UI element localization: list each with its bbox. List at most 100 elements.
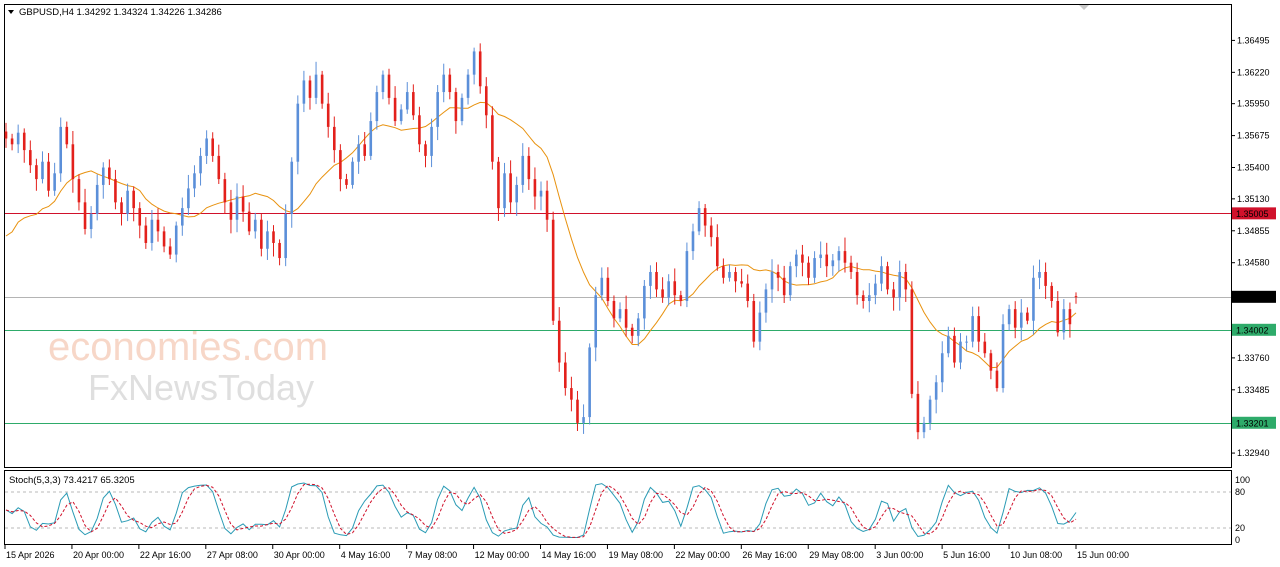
time-tick-label: 22 May 00:00 [675,550,730,560]
candle [673,268,677,305]
candle [296,95,300,175]
candle [983,333,987,358]
candle [849,255,853,279]
candlestick-series [4,43,1078,440]
candle [570,376,573,412]
time-tick-label: 15 Jun 00:00 [1077,550,1129,560]
candle [272,225,275,257]
candle [728,264,731,282]
candle [491,106,494,170]
candle [928,395,932,431]
candle [278,239,281,266]
candle [697,201,701,236]
triangle-down-icon[interactable] [8,10,14,14]
candle [393,86,397,126]
candle [600,267,604,301]
candle [582,404,585,434]
candle [144,217,148,249]
price-tick-label: 1.33760 [1237,353,1270,363]
watermark-fxnewstoday: FxNewsToday [88,367,314,408]
candle [685,242,689,308]
candle [636,313,640,347]
candle [1062,299,1066,340]
candle [460,93,464,126]
candle [4,122,8,148]
time-tick-label: 30 Apr 00:00 [274,550,325,560]
candle [472,47,476,85]
candle [953,327,956,368]
candle [831,254,835,276]
candle [557,307,561,372]
price-tick-label: 1.33485 [1237,385,1270,395]
candle [381,70,385,100]
candle [345,173,348,189]
candle [108,159,111,186]
candle [412,84,415,120]
price-tag-label: 1.34002 [1236,325,1269,335]
candle [302,70,306,113]
candle [126,183,129,222]
candle [174,221,178,263]
candle [478,43,482,94]
stoch-tick-label: 0 [1235,535,1240,545]
candle [497,156,500,222]
candle [454,87,458,134]
candle [162,226,166,253]
candle [399,104,403,125]
time-tick-label: 14 May 16:00 [542,550,597,560]
price-tag-label: 1.34286 [1236,292,1269,302]
time-tick-label: 22 Apr 16:00 [140,550,191,560]
candle [503,162,506,217]
candle [509,160,512,213]
candle [217,144,221,184]
candle [776,264,780,292]
candle [71,131,75,193]
candle [576,390,579,432]
candle [752,293,756,348]
candle [1056,291,1060,337]
candle [764,283,768,323]
candle [916,381,920,440]
candle [855,262,859,305]
candle [594,286,598,362]
time-tick-label: 15 Apr 2026 [6,550,55,560]
time-tick-label: 26 May 16:00 [742,550,797,560]
candle [630,323,634,344]
candle [624,295,628,337]
candle [934,375,938,414]
candle [205,130,208,164]
candle [138,202,142,239]
candle [545,180,549,232]
candle [995,362,999,392]
candle [1013,301,1017,339]
candle [819,241,822,269]
time-tick-label: 29 May 08:00 [809,550,864,560]
candle [1044,262,1047,299]
candle [1019,299,1023,341]
candle [892,281,895,311]
candle [114,169,117,210]
candle [1001,314,1005,393]
moving-average-line [5,101,1077,369]
horizontal-levels [5,213,1231,424]
stochastic-label: Stoch(5,3,3) 73.4217 65.3205 [9,475,135,486]
candle [132,186,135,222]
price-tag-label: 1.33201 [1236,418,1269,428]
price-tags: 1.35005 1.34286 1.34002 1.33201 [1232,207,1276,429]
candle [430,118,433,168]
candle [782,265,786,303]
candle [150,209,154,251]
candle [801,244,804,277]
price-tick-label: 1.34580 [1237,258,1270,268]
candle [667,274,670,306]
candle [320,70,324,109]
candle [788,261,792,301]
candle [977,306,981,353]
main-chart-frame [4,4,1232,468]
candle [722,258,725,284]
stochastic-oscillator: 100 80 20 0 [5,475,1250,545]
candle [260,214,263,257]
chart-shift-marker-icon[interactable] [1079,5,1089,10]
candle [758,301,762,351]
